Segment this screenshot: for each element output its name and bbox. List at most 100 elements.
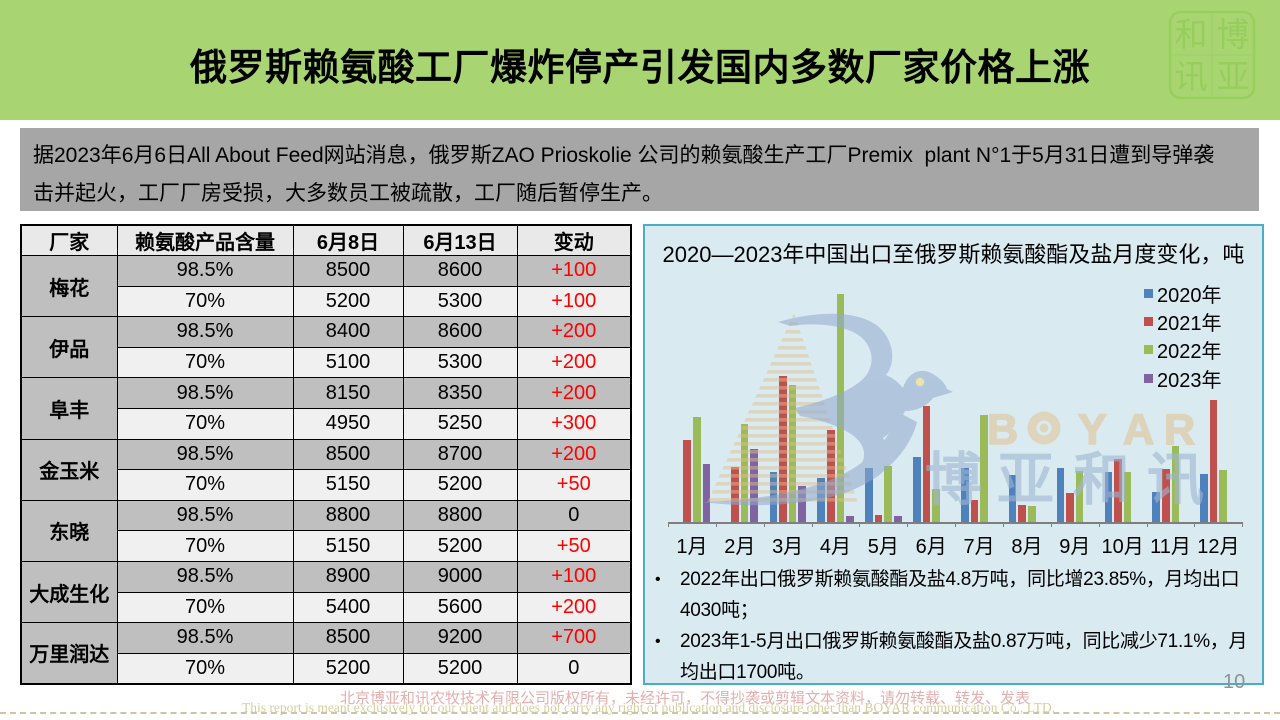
- bar-2020年-7月: [960, 467, 969, 522]
- bar-2023年-3月: [798, 485, 806, 522]
- chart-title: 2020—2023年中国出口至俄罗斯赖氨酸酯及盐月度变化，吨: [662, 242, 1245, 267]
- value-cell: 98.5%: [116, 377, 294, 409]
- value-cell: 8800: [402, 499, 518, 532]
- value-cell: 4950: [292, 407, 404, 440]
- x-axis-label: 8月: [1011, 536, 1043, 558]
- x-axis-tick: [859, 522, 861, 527]
- value-cell: 70%: [116, 591, 294, 624]
- value-cell: 8500: [292, 255, 404, 287]
- bar-2021年-8月: [1018, 504, 1026, 522]
- table-row: 金玉米 98.5% 8500 8700 +200: [20, 438, 632, 501]
- change-cell: +100: [516, 255, 632, 287]
- factory-name-cell: 东晓: [20, 499, 118, 562]
- change-cell: +700: [516, 622, 632, 654]
- value-cell: 5300: [402, 346, 518, 379]
- value-cell: 5200: [292, 652, 404, 685]
- bar-2021年-2月: [731, 466, 739, 522]
- bar-2020年-8月: [1008, 475, 1017, 522]
- value-cell: 8600: [402, 255, 518, 287]
- bar-2023年-4月: [846, 515, 854, 522]
- table-header-cell: 6月13日: [402, 224, 518, 256]
- table-row: 70% 5200 5200 0: [21, 652, 632, 685]
- bar-2020年-11月: [1152, 491, 1160, 522]
- table-row: 万里润达 98.5% 8500 9200 +700: [20, 622, 632, 685]
- value-cell: 70%: [116, 407, 294, 440]
- bar-2022年-5月: [884, 465, 893, 522]
- x-axis-label: 4月: [819, 536, 852, 558]
- x-axis-tick: [763, 522, 765, 527]
- bar-2022年-7月: [980, 414, 988, 522]
- bar-2022年-1月: [693, 416, 701, 522]
- table-header-cell: 6月8日: [292, 224, 404, 256]
- bar-2020年-12月: [1200, 474, 1208, 522]
- value-cell: 98.5%: [116, 499, 294, 532]
- legend-item: 2021年: [1144, 307, 1222, 335]
- note-bullet: • 2023年1-5月出口俄罗斯赖氨酸酯及盐0.87万吨，同比减少71.1%，月 …: [649, 626, 1262, 688]
- footer-copyright-cn: 北京博亚和讯农牧技术有限公司版权所有，未经许可，不得抄袭或剪辑文本资料，请勿转载…: [340, 690, 1031, 707]
- bar-2020年-6月: [913, 457, 921, 522]
- x-axis-label: 9月: [1059, 536, 1091, 558]
- bar-2021年-6月: [922, 406, 931, 522]
- value-cell: 5100: [292, 346, 404, 379]
- table-row: 70% 5150 5200 +50: [21, 530, 632, 562]
- table-header-cell: 变动: [516, 224, 632, 256]
- bar-2022年-10月: [1123, 472, 1132, 522]
- value-cell: 5300: [402, 285, 518, 318]
- legend-label: 2020年: [1157, 284, 1222, 307]
- bar-2023年-1月: [702, 463, 711, 522]
- value-cell: 8350: [402, 377, 518, 409]
- x-axis-label: 6月: [915, 536, 947, 558]
- legend-label: 2023年: [1157, 369, 1222, 392]
- factory-name-cell: 阜丰: [20, 377, 118, 440]
- factory-name-cell: 伊品: [20, 316, 118, 379]
- value-cell: 5250: [402, 407, 518, 440]
- value-cell: 98.5%: [116, 622, 294, 654]
- legend-swatch-icon: [1144, 317, 1153, 327]
- change-cell: +200: [516, 377, 632, 409]
- bar-2020年-9月: [1056, 467, 1065, 522]
- value-cell: 9200: [402, 622, 518, 654]
- x-axis-tick: [955, 522, 957, 527]
- x-axis-label: 7月: [963, 536, 995, 558]
- factory-name-cell: 大成生化: [20, 560, 118, 624]
- bar-2021年-11月: [1161, 468, 1170, 522]
- change-cell: +200: [516, 591, 632, 624]
- bar-2020年-10月: [1104, 472, 1113, 522]
- value-cell: 98.5%: [116, 438, 294, 471]
- bar-2021年-4月: [826, 430, 835, 522]
- change-cell: +100: [516, 285, 632, 318]
- change-cell: +100: [516, 560, 632, 593]
- change-cell: +50: [516, 469, 632, 501]
- value-cell: 5200: [402, 652, 518, 685]
- svg-text:讯: 讯: [1175, 58, 1208, 95]
- value-cell: 5150: [292, 530, 404, 562]
- value-cell: 70%: [116, 530, 294, 562]
- x-axis-tick: [715, 522, 717, 527]
- bar-2022年-2月: [740, 424, 749, 522]
- bar-2021年-5月: [874, 514, 883, 522]
- legend-label: 2021年: [1157, 313, 1222, 336]
- value-cell: 5150: [292, 469, 404, 501]
- svg-text:亚: 亚: [1217, 58, 1250, 95]
- value-cell: 5400: [292, 591, 404, 624]
- bar-2021年-3月: [779, 376, 787, 522]
- x-axis-tick: [811, 522, 813, 527]
- value-cell: 98.5%: [116, 316, 294, 348]
- table-row: 大成生化 98.5% 8900 9000 +100: [20, 560, 632, 624]
- legend-item: 2022年: [1144, 336, 1222, 364]
- bar-2022年-8月: [1028, 505, 1036, 522]
- value-cell: 70%: [116, 346, 294, 379]
- value-cell: 70%: [116, 285, 294, 318]
- bar-2020年-4月: [817, 478, 825, 522]
- change-cell: +200: [516, 346, 632, 379]
- value-cell: 8500: [292, 622, 404, 654]
- value-cell: 8500: [292, 438, 404, 471]
- x-axis-label: 2月: [724, 536, 756, 558]
- x-axis-label: 1月: [676, 536, 708, 558]
- value-cell: 8400: [292, 316, 404, 348]
- x-axis-tick: [1050, 522, 1052, 527]
- boyar-seal-logo-icon: 和 博 讯 亚: [1168, 10, 1256, 100]
- bar-2021年-9月: [1066, 492, 1074, 522]
- factory-name-cell: 金玉米: [20, 438, 118, 501]
- bar-2021年-1月: [683, 439, 691, 522]
